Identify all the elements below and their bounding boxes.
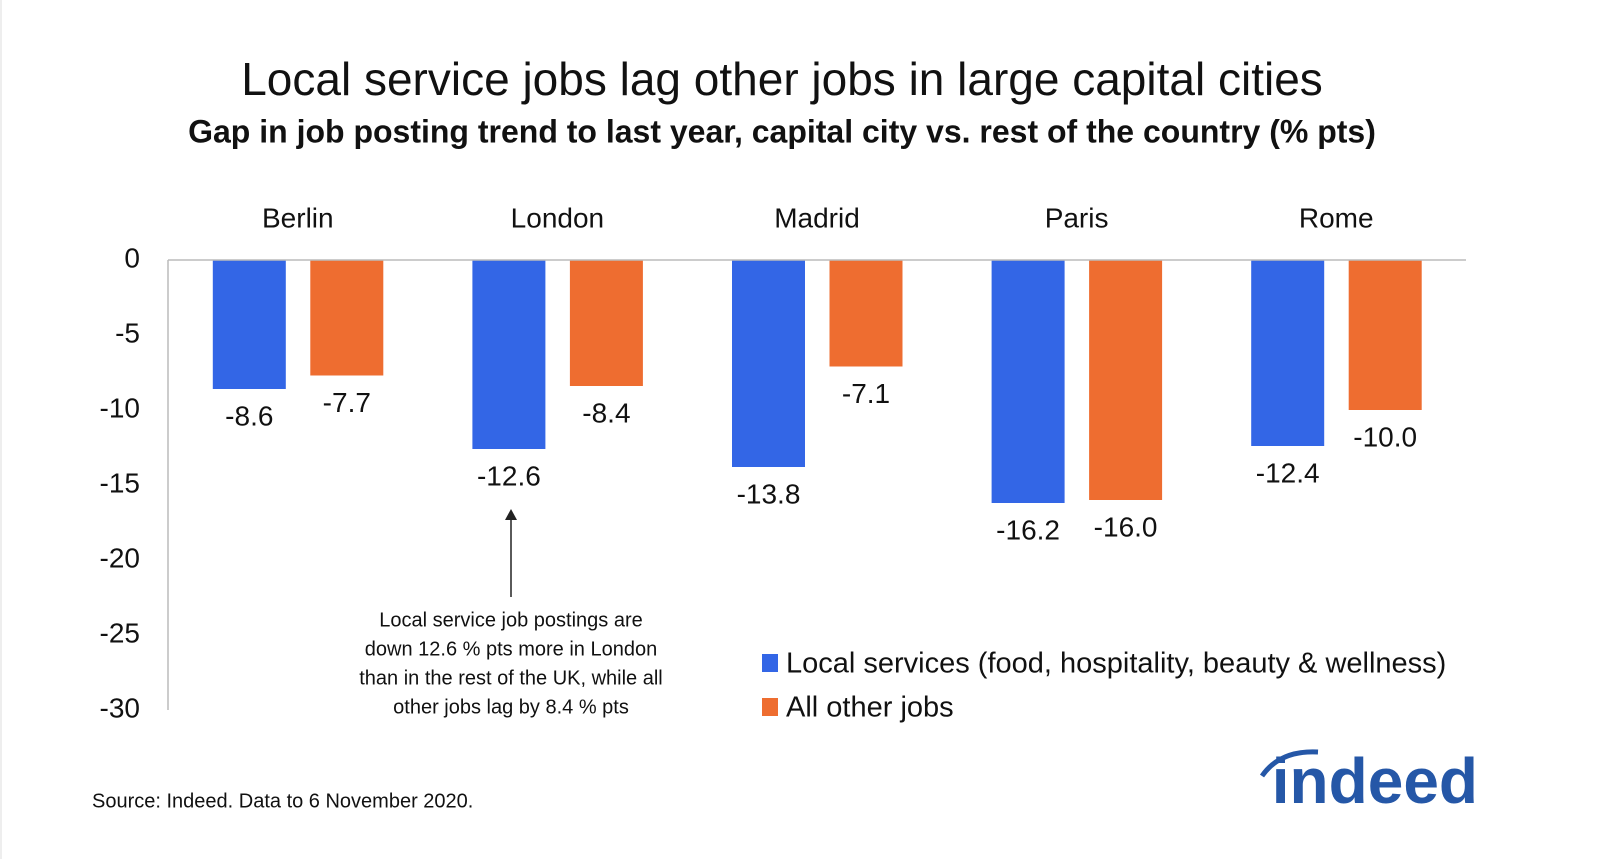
category-label: Berlin xyxy=(262,202,334,233)
y-tick-label: -5 xyxy=(115,317,140,348)
value-label: -10.0 xyxy=(1353,421,1417,452)
category-label: Rome xyxy=(1299,202,1374,233)
value-label: -16.0 xyxy=(1094,511,1158,542)
category-label: London xyxy=(511,202,604,233)
value-label: -12.6 xyxy=(477,460,541,491)
value-label: -8.6 xyxy=(225,400,273,431)
legend-swatch xyxy=(762,654,778,672)
y-tick-label: -30 xyxy=(100,692,140,723)
annotation-text: down 12.6 % pts more in London xyxy=(365,638,657,660)
value-label: -7.1 xyxy=(842,378,890,409)
value-label: -8.4 xyxy=(582,397,630,428)
y-tick-label: -20 xyxy=(100,542,140,573)
legend-label: All other jobs xyxy=(786,692,954,724)
value-label: -16.2 xyxy=(996,514,1060,545)
legend-swatch xyxy=(762,698,778,716)
y-tick-label: 0 xyxy=(124,242,140,273)
y-tick-label: -25 xyxy=(100,617,140,648)
category-label: Paris xyxy=(1045,202,1109,233)
bar xyxy=(310,260,384,376)
category-label: Madrid xyxy=(774,202,860,233)
bar xyxy=(1348,260,1422,410)
y-tick-label: -15 xyxy=(100,467,140,498)
annotation-text: Local service job postings are xyxy=(379,609,642,631)
bar xyxy=(1089,260,1163,500)
value-label: -13.8 xyxy=(737,478,801,509)
logo-arc xyxy=(1259,749,1319,778)
y-tick-label: -10 xyxy=(100,392,140,423)
chart-title: Local service jobs lag other jobs in lar… xyxy=(241,53,1323,105)
bar xyxy=(732,260,805,467)
bar xyxy=(829,260,903,367)
bar xyxy=(1251,260,1325,446)
bar xyxy=(991,260,1065,503)
bar xyxy=(472,260,546,449)
legend-label: Local services (food, hospitality, beaut… xyxy=(786,648,1446,680)
bar xyxy=(569,260,643,386)
logo: indeed xyxy=(1272,745,1478,817)
value-label: -7.7 xyxy=(323,387,371,418)
chart-subtitle: Gap in job posting trend to last year, c… xyxy=(188,113,1376,149)
source-note: Source: Indeed. Data to 6 November 2020. xyxy=(92,790,473,812)
annotation-text: other jobs lag by 8.4 % pts xyxy=(393,696,629,718)
value-label: -12.4 xyxy=(1256,457,1320,488)
annotation-text: than in the rest of the UK, while all xyxy=(359,667,663,689)
bar xyxy=(212,260,286,389)
arrow-head xyxy=(505,509,517,520)
